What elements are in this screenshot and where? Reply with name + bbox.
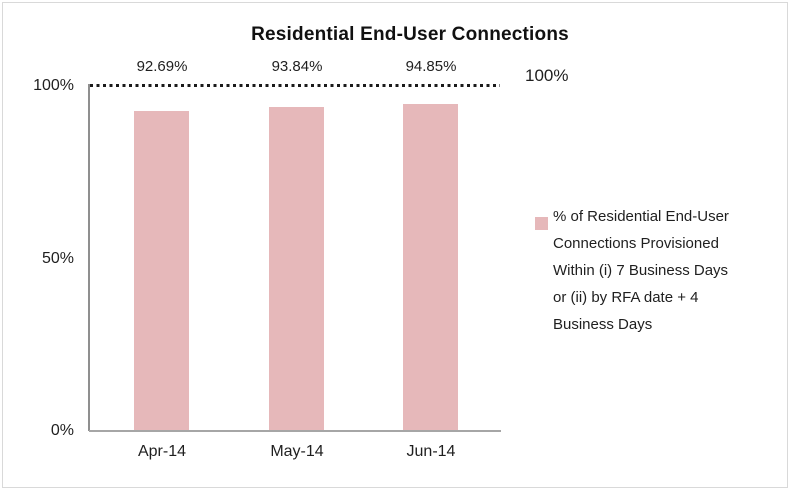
x-axis-label-jun-14: Jun-14 [406, 443, 456, 460]
bar-apr-14 [134, 111, 189, 430]
chart-frame-border [2, 2, 788, 488]
x-axis-line [89, 430, 501, 432]
x-axis-label-apr-14: Apr-14 [137, 443, 187, 460]
y-axis-tick-0: 0% [50, 422, 74, 439]
x-axis-label-may-14: May-14 [270, 443, 324, 460]
bar-jun-14 [403, 103, 458, 430]
data-label-may-14: 93.84% [271, 58, 323, 75]
data-label-jun-14: 94.85% [405, 58, 457, 75]
bar-may-14 [269, 107, 324, 430]
reference-line-label: 100% [525, 66, 569, 85]
data-label-apr-14: 92.69% [136, 58, 188, 75]
legend-label: % of Residential End-User Connections Pr… [553, 208, 729, 333]
y-axis-line [88, 84, 90, 431]
target-dotted-line [90, 84, 500, 87]
y-axis-tick-50: 50% [41, 250, 74, 267]
legend-color-swatch [535, 217, 548, 230]
chart-title: Residential End-User Connections [251, 24, 569, 45]
y-axis-tick-100: 100% [33, 77, 74, 94]
